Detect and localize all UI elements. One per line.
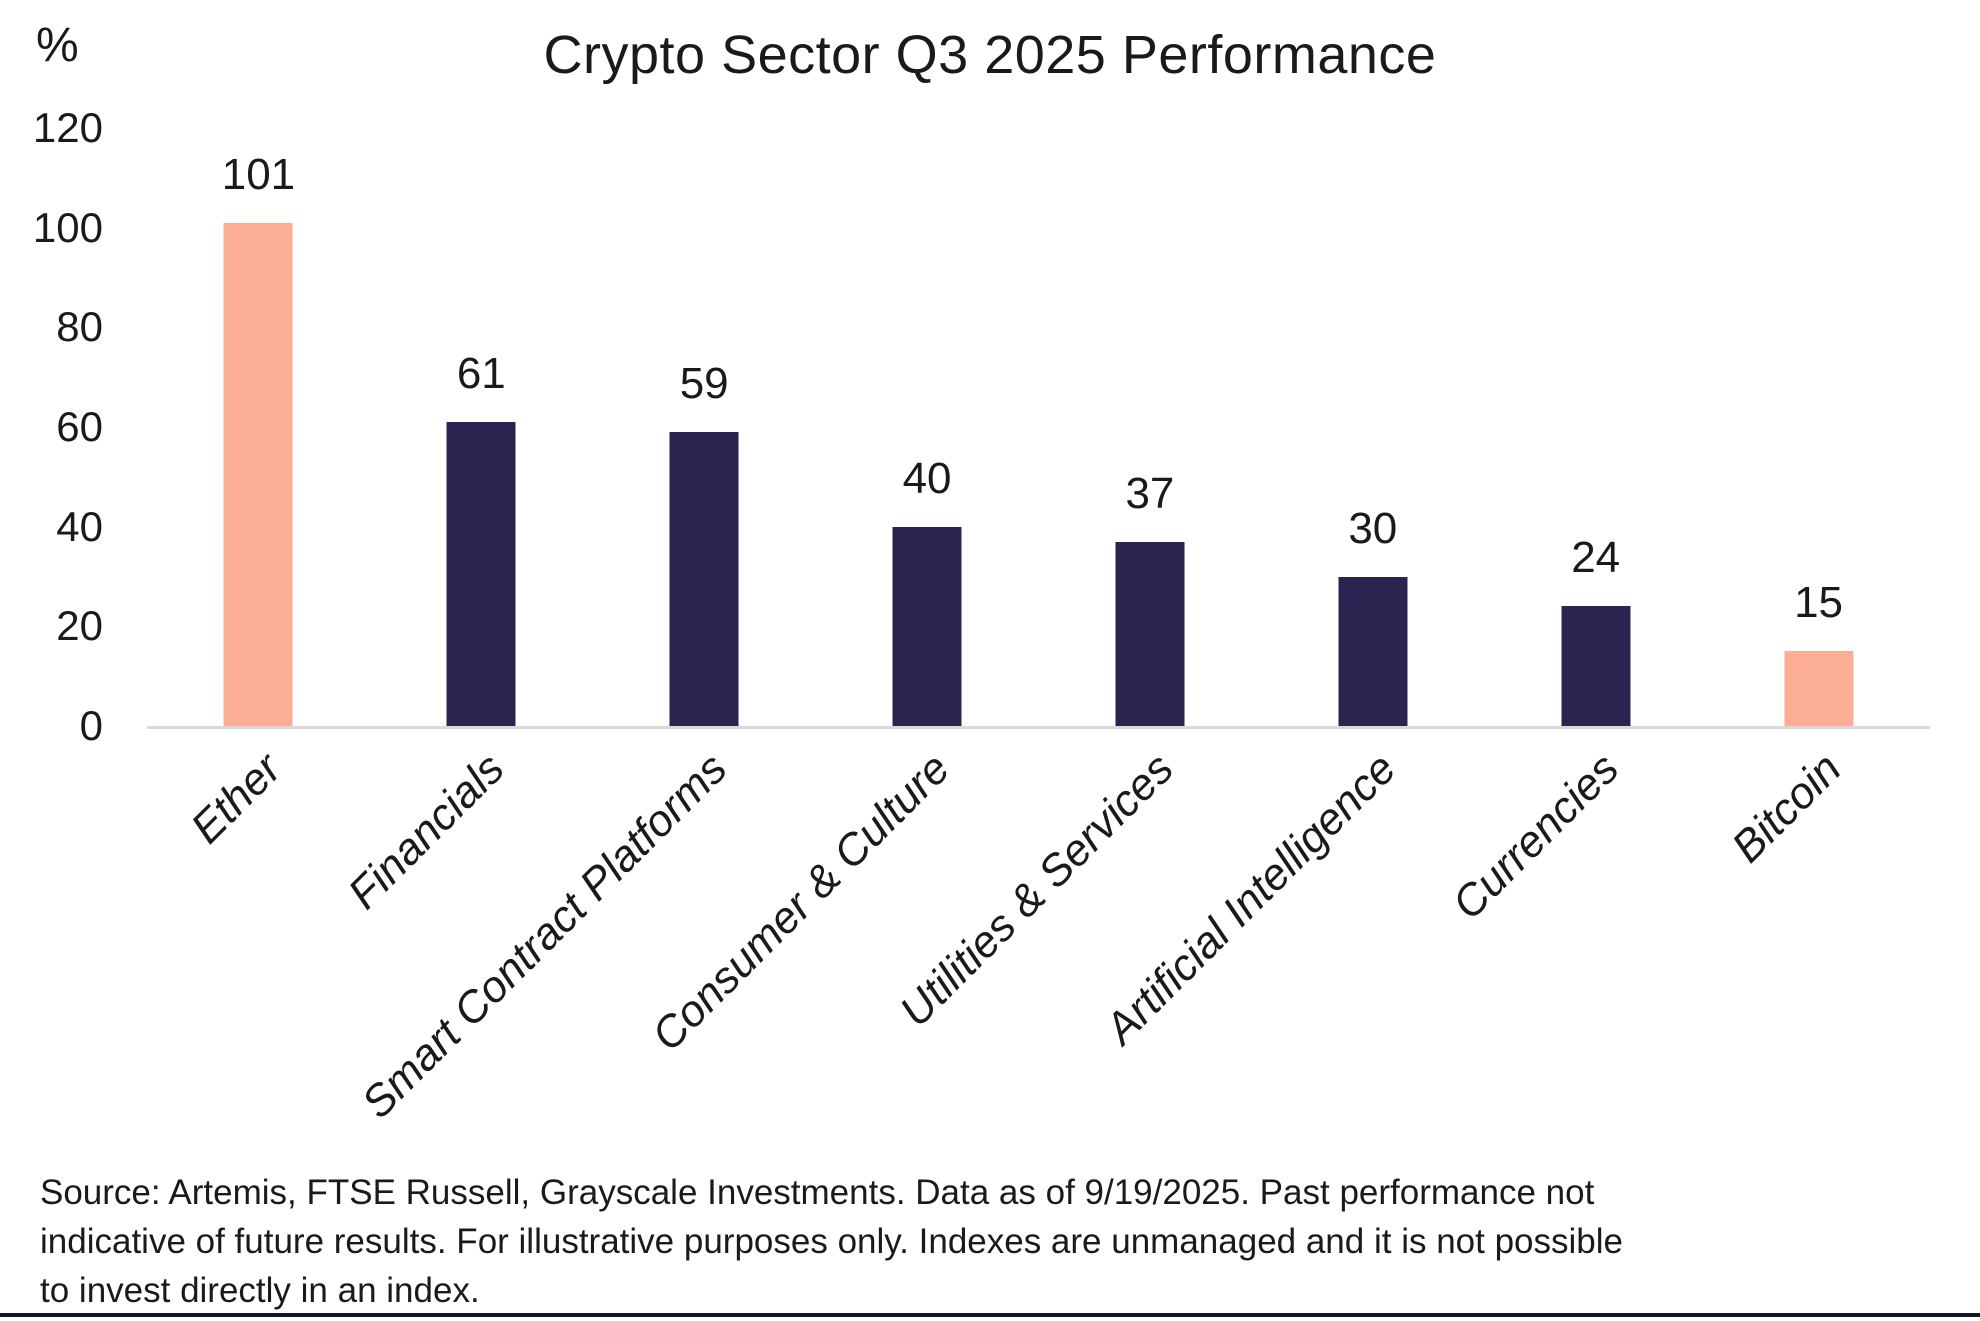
chart-title: Crypto Sector Q3 2025 Performance	[543, 25, 1437, 85]
bar-currencies	[1561, 606, 1631, 726]
bar-value-label-currencies: 24	[1571, 533, 1621, 583]
x-axis-baseline	[147, 726, 1930, 729]
y-axis-tick-label: 60	[56, 403, 103, 450]
y-axis-tick-labels: 0 20 40 60 80 100 120	[0, 107, 103, 747]
bar-slot-consumer-culture: 40 Consumer & Culture	[643, 128, 1039, 1060]
source-line-3: to invest directly in an index.	[40, 1271, 480, 1310]
bar-slot-smart-contract-platforms: 59 Smart Contract Platforms	[353, 128, 816, 1128]
x-axis-category-label-financials: Financials	[339, 743, 514, 919]
y-axis-tick-label: 100	[32, 203, 103, 251]
bar-smart-contract-platforms	[669, 431, 739, 726]
y-axis-tick-label: 120	[32, 104, 103, 151]
bar-value-label-artificial-intelligence: 30	[1348, 503, 1398, 553]
bar-value-label-smart-contract-platforms: 59	[679, 358, 729, 408]
bar-value-label-utilities-services: 37	[1125, 468, 1175, 518]
bar-financials	[446, 422, 516, 726]
bar-slot-artificial-intelligence: 30 Artificial Intelligence	[1096, 128, 1484, 1053]
bar-ether	[223, 222, 293, 726]
y-axis-unit-label: %	[36, 19, 79, 72]
bar-value-label-bitcoin: 15	[1794, 578, 1844, 628]
bar-artificial-intelligence	[1338, 576, 1408, 726]
x-axis-category-label-smart-contract-platforms: Smart Contract Platforms	[352, 743, 737, 1128]
source-line-2: indicative of future results. For illust…	[40, 1222, 1623, 1261]
bar-bitcoin	[1784, 651, 1854, 726]
bar-slot-financials: 61 Financials	[339, 128, 593, 919]
bar-slot-ether: 101 Ether	[147, 128, 370, 853]
bar-slot-currencies: 24 Currencies	[1443, 128, 1707, 929]
bar-slot-bitcoin: 15 Bitcoin	[1707, 128, 1930, 872]
x-axis-category-label-currencies: Currencies	[1443, 743, 1629, 929]
bars-container: 101 Ether 61 Financials 59 Smart Contract Pla…	[147, 128, 1930, 1128]
bar-consumer-culture	[892, 526, 962, 726]
plot-area: 0 20 40 60 80 100 120 101 Ether 61 Financials 59 Sm…	[33, 107, 1930, 1128]
source-disclaimer: Source: Artemis, FTSE Russell, Grayscale…	[40, 1168, 1623, 1315]
y-axis-tick-label: 80	[56, 303, 103, 351]
y-axis-tick-label: 0	[79, 702, 103, 749]
y-axis-tick-label: 20	[56, 602, 103, 650]
bar-value-label-financials: 61	[456, 349, 506, 399]
source-line-1: Source: Artemis, FTSE Russell, Grayscale…	[40, 1173, 1595, 1212]
bar-utilities-services	[1115, 541, 1185, 726]
x-axis-category-label-ether: Ether	[181, 743, 291, 853]
bottom-border-rule	[0, 1313, 1980, 1317]
bar-value-label-consumer-culture: 40	[902, 453, 952, 503]
bar-value-label-ether: 101	[221, 149, 296, 199]
x-axis-category-label-bitcoin: Bitcoin	[1723, 743, 1852, 872]
bar-slot-utilities-services: 37 Utilities & Services	[890, 128, 1262, 1036]
y-axis-tick-label: 40	[56, 502, 103, 550]
